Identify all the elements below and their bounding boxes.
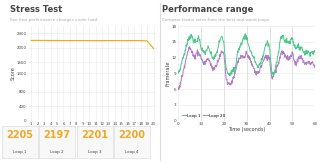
Loop 1: [272, 75, 276, 77]
Text: Loop 3: Loop 3: [88, 150, 102, 154]
Loop 1: [263, 47, 267, 49]
Loop 20: [176, 88, 180, 90]
Line: Loop 1: Loop 1: [178, 34, 315, 76]
Loop 1: [230, 69, 234, 71]
Loop 20: [231, 76, 235, 78]
Text: Performance range: Performance range: [162, 5, 253, 14]
X-axis label: Loop: Loop: [86, 127, 98, 132]
Loop 20: [277, 61, 280, 63]
Loop 1: [176, 70, 180, 72]
Loop 20: [177, 89, 181, 90]
Loop 1: [276, 55, 280, 57]
Text: Compare frame rates from the best and worst loops: Compare frame rates from the best and wo…: [162, 18, 269, 22]
Loop 1: [243, 33, 247, 35]
X-axis label: Time (seconds): Time (seconds): [228, 127, 265, 132]
Text: Stress Test: Stress Test: [10, 5, 62, 14]
Text: Loop 2: Loop 2: [50, 150, 64, 154]
Legend: Loop 1, Loop 20: Loop 1, Loop 20: [180, 112, 227, 119]
Loop 20: [263, 56, 267, 58]
Loop 1: [221, 39, 225, 41]
Text: See how performance changes under load: See how performance changes under load: [10, 18, 97, 22]
Loop 1: [277, 51, 280, 53]
Text: 2201: 2201: [81, 130, 108, 140]
Loop 20: [187, 46, 191, 48]
Loop 20: [221, 53, 225, 55]
Text: 2197: 2197: [44, 130, 71, 140]
Line: Loop 20: Loop 20: [178, 47, 315, 89]
Text: 2200: 2200: [119, 130, 146, 140]
Text: 2205: 2205: [6, 130, 33, 140]
Text: Loop 1: Loop 1: [13, 150, 26, 154]
Loop 1: [193, 40, 197, 42]
Y-axis label: Score: Score: [10, 67, 15, 80]
Text: Loop 4: Loop 4: [125, 150, 139, 154]
Loop 20: [193, 55, 197, 57]
Loop 20: [313, 66, 317, 68]
Y-axis label: Framerate: Framerate: [165, 61, 170, 86]
Loop 20: [276, 65, 280, 67]
Loop 1: [313, 50, 317, 52]
